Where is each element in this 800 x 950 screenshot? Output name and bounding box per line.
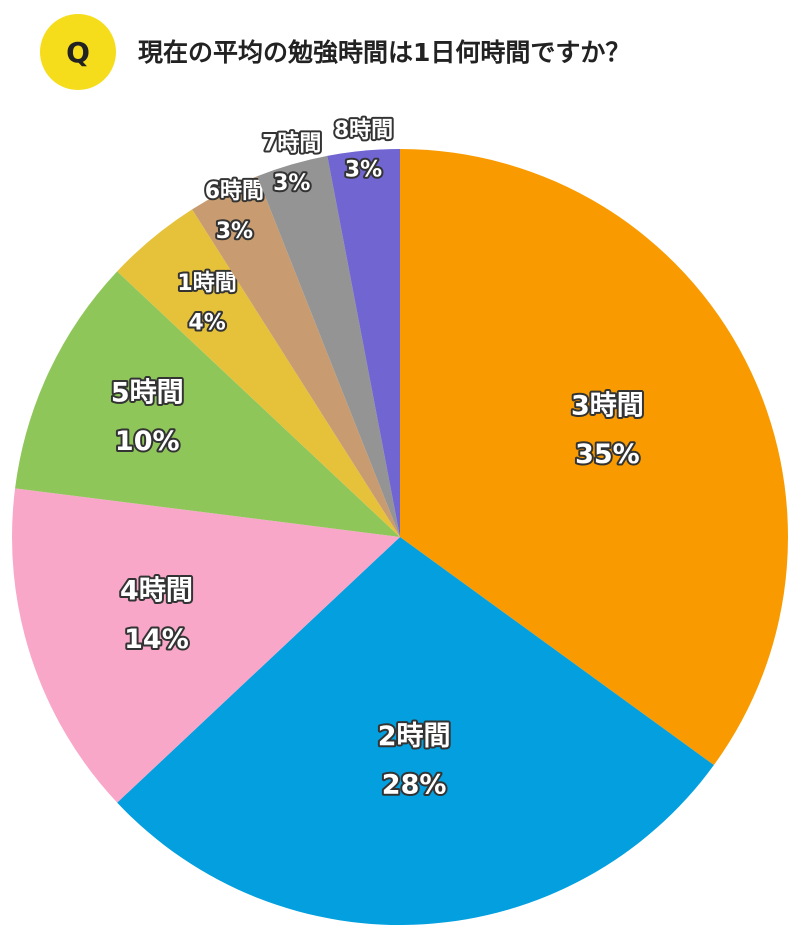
value-label: 10% — [115, 426, 180, 457]
pie-slice — [257, 155, 400, 537]
pie-slice — [192, 176, 400, 538]
value-label: 4% — [188, 311, 225, 336]
value-label: 3% — [216, 219, 253, 244]
value-label: 35% — [575, 439, 640, 470]
slice-label: 6時間 — [205, 179, 264, 204]
slice-label: 8時間 — [334, 118, 393, 143]
value-label: 3% — [273, 171, 310, 196]
value-label: 28% — [382, 769, 447, 800]
slice-label: 7時間 — [262, 132, 321, 157]
pie-slice — [117, 209, 401, 538]
slice-label: 3時間 — [571, 391, 644, 422]
slice-label: 1時間 — [177, 271, 236, 296]
pie-slice — [400, 149, 788, 766]
badge-circle — [40, 14, 116, 90]
badge: Q — [66, 36, 90, 69]
pie-slice — [15, 271, 400, 537]
pie-slice — [11, 488, 400, 803]
slice-label: 5時間 — [111, 377, 184, 408]
value-label: 14% — [124, 624, 189, 655]
slice-label: 2時間 — [378, 721, 451, 752]
value-label: 3% — [345, 158, 382, 183]
chart-title: 現在の平均の勉強時間は1日何時間ですか？ — [138, 38, 630, 67]
slice-label: 4時間 — [120, 575, 193, 606]
pie-slice — [117, 537, 714, 925]
pie-slice — [327, 149, 400, 537]
